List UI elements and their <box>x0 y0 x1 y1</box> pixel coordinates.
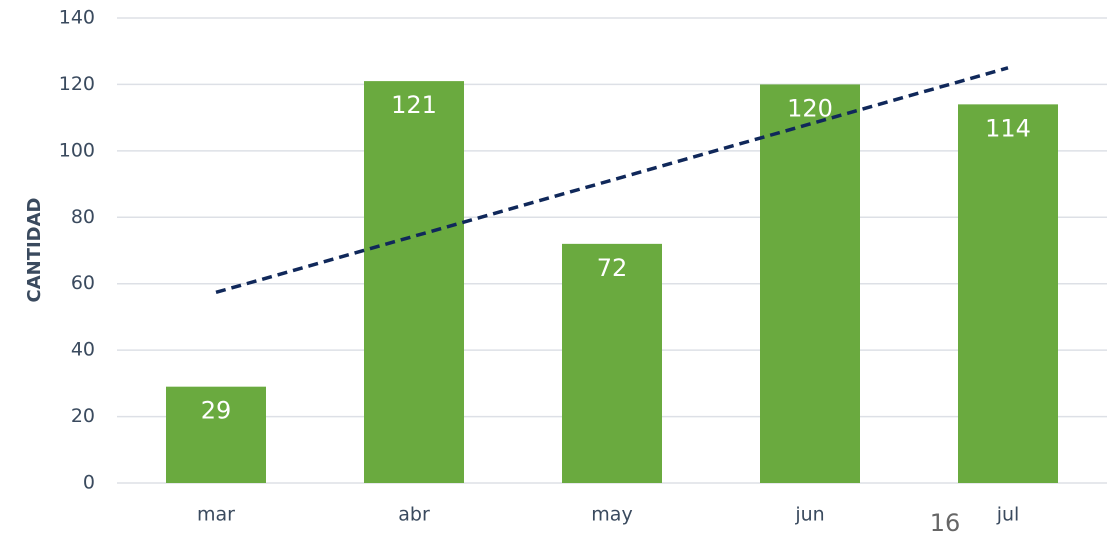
x-tick-label: jun <box>794 504 824 526</box>
y-axis-label: CANTIDAD <box>24 198 45 303</box>
x-tick-label: jul <box>996 504 1020 526</box>
data-label: 120 <box>787 94 833 122</box>
data-label: 72 <box>597 254 628 282</box>
x-tick-label: may <box>591 504 632 526</box>
bar <box>562 243 662 483</box>
y-tick-label: 20 <box>71 405 95 427</box>
bar <box>760 84 860 483</box>
bar <box>958 104 1058 483</box>
y-tick-label: 100 <box>59 139 95 161</box>
y-tick-label: 60 <box>71 272 95 294</box>
bar <box>364 81 464 483</box>
y-tick-label: 80 <box>71 206 95 228</box>
y-tick-label: 120 <box>59 73 95 95</box>
data-label: 121 <box>391 91 437 119</box>
bar <box>166 386 266 483</box>
page-number: 16 <box>930 509 961 535</box>
y-tick-label: 0 <box>83 472 95 494</box>
trend-line <box>215 66 1009 295</box>
data-label: 29 <box>201 397 232 425</box>
x-tick-label: mar <box>197 504 235 526</box>
data-label: 114 <box>985 114 1031 142</box>
y-tick-label: 140 <box>59 7 95 29</box>
y-tick-label: 40 <box>71 339 95 361</box>
x-tick-label: abr <box>398 504 430 526</box>
